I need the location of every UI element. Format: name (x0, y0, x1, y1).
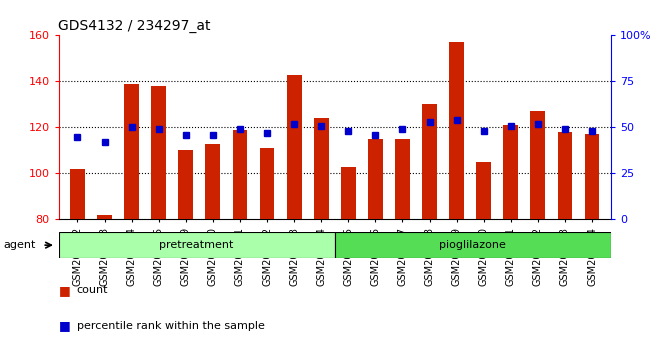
Bar (124, 84, 139, 219)
Bar (287, 74, 302, 219)
Bar (233, 130, 248, 219)
Text: pioglilazone: pioglilazone (439, 240, 506, 250)
Bar (314, 118, 329, 219)
Bar (558, 132, 573, 219)
Bar (422, 104, 437, 219)
Text: pretreatment: pretreatment (159, 240, 234, 250)
Text: GDS4132 / 234297_at: GDS4132 / 234297_at (58, 19, 211, 33)
Bar (97, 215, 112, 219)
Text: ■: ■ (58, 319, 70, 332)
Bar (341, 166, 356, 219)
Bar (178, 150, 193, 219)
Bar (449, 42, 464, 219)
Bar (530, 111, 545, 219)
Bar (58, 232, 335, 258)
Bar (368, 139, 383, 219)
Text: count: count (77, 285, 108, 295)
Bar (151, 86, 166, 219)
Bar (395, 139, 410, 219)
Text: percentile rank within the sample: percentile rank within the sample (77, 321, 265, 331)
Bar (503, 125, 518, 219)
Text: agent: agent (3, 240, 36, 250)
Bar (70, 169, 85, 219)
Bar (476, 162, 491, 219)
Bar (584, 134, 599, 219)
Bar (335, 232, 611, 258)
Bar (259, 148, 274, 219)
Bar (205, 143, 220, 219)
Text: ■: ■ (58, 284, 70, 297)
